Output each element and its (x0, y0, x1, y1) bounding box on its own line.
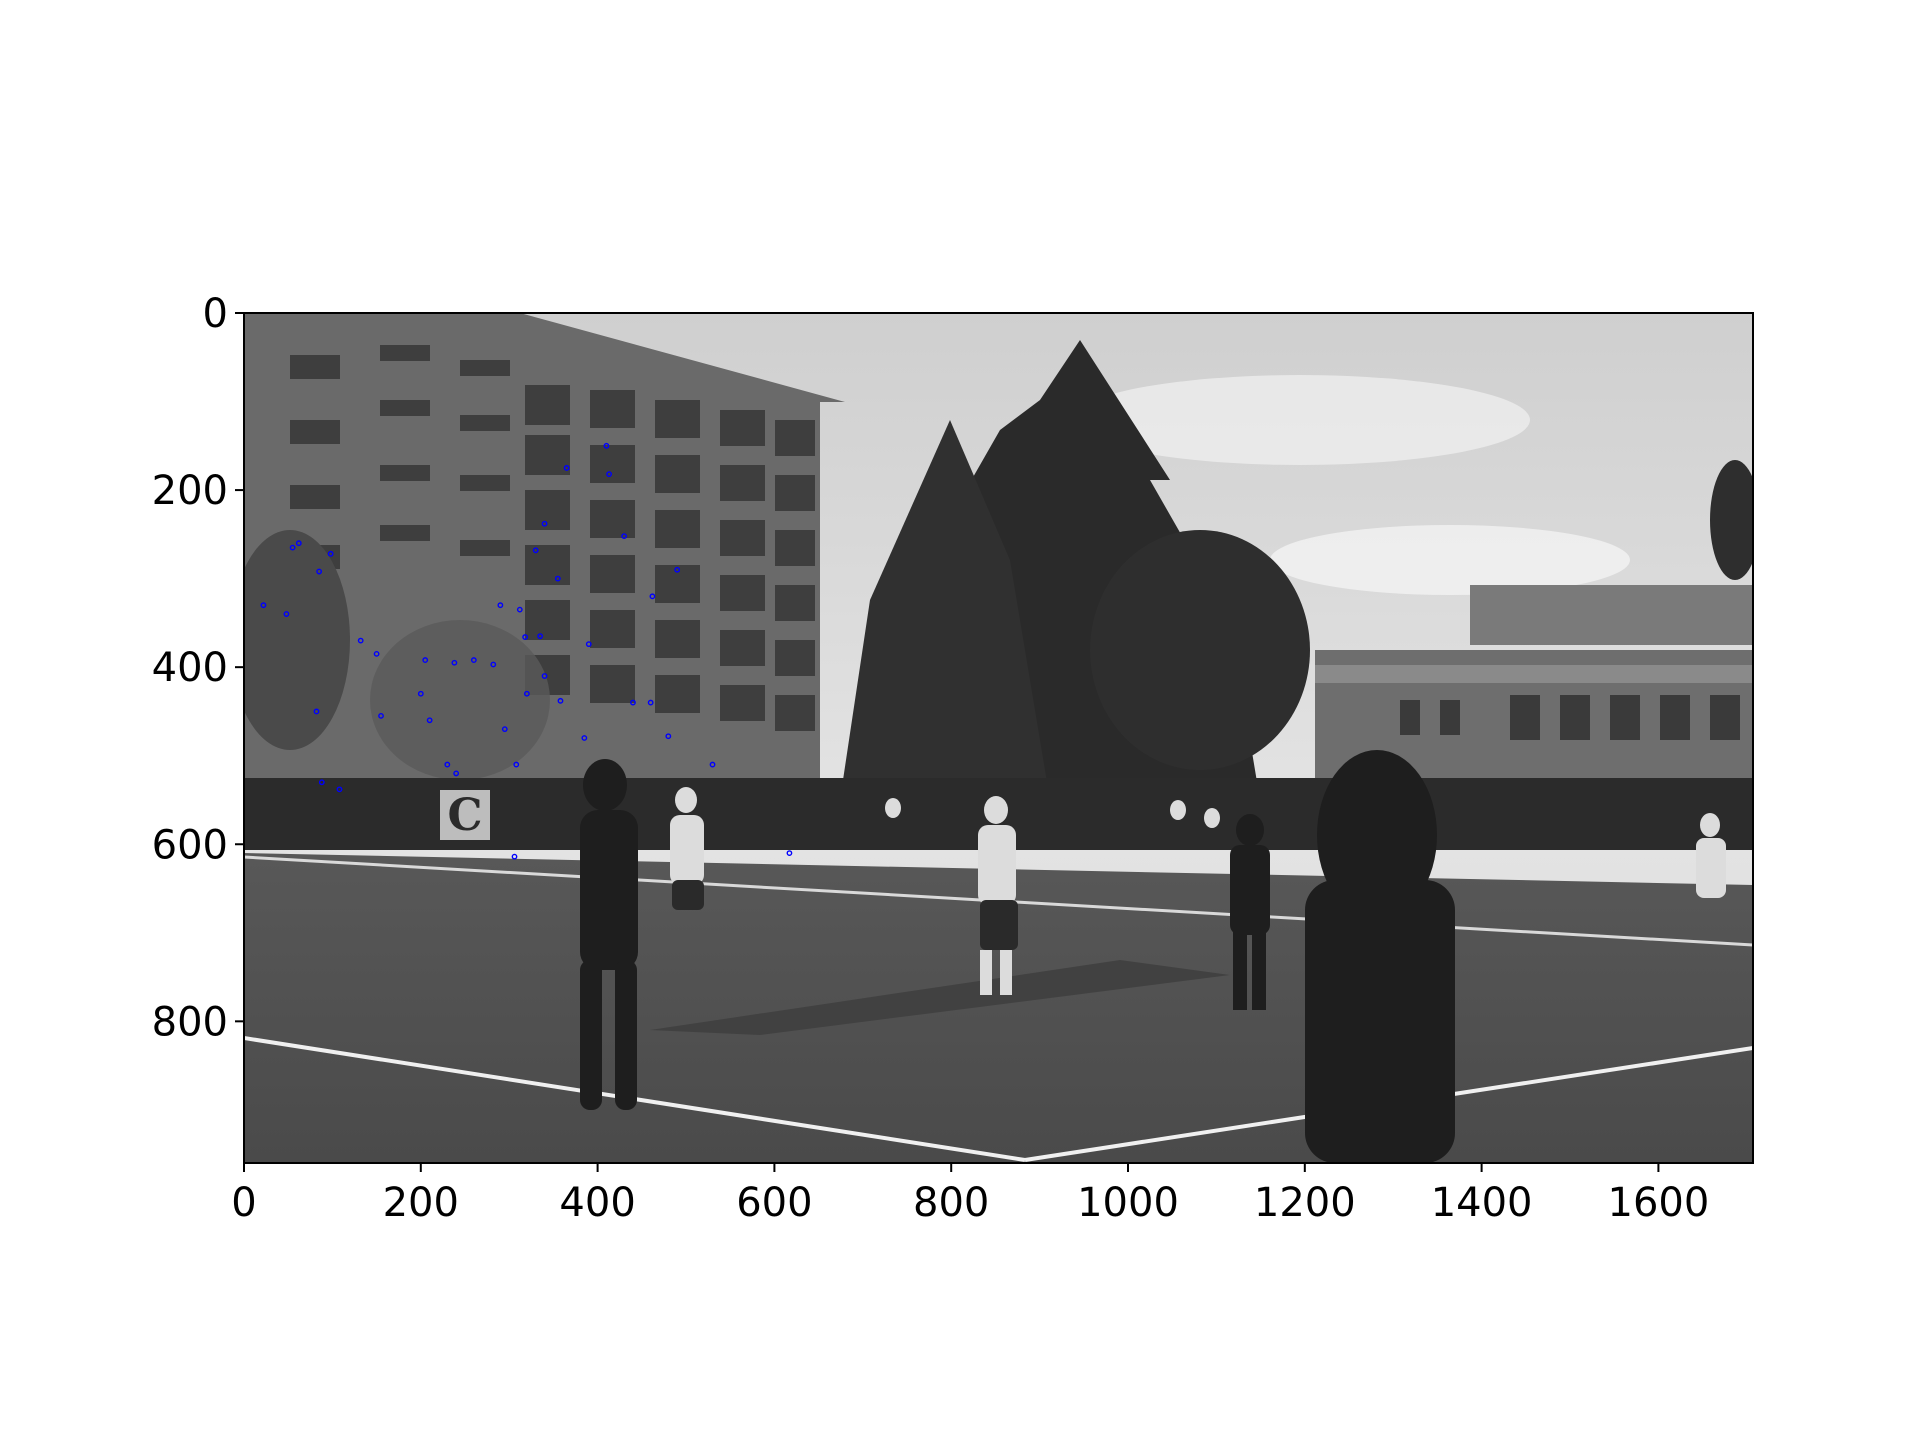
svg-text:C: C (447, 790, 482, 841)
scatter-point (513, 761, 520, 768)
scatter-point (630, 699, 636, 706)
scatter-point (606, 471, 612, 478)
scatter-point (603, 442, 610, 449)
y-tick-label: 600 (152, 822, 228, 868)
x-tick-label: 1600 (1608, 1180, 1710, 1226)
scatter-point (522, 634, 529, 640)
scatter-point (581, 735, 588, 741)
scatter-point (318, 779, 325, 786)
scatter-point (649, 593, 656, 600)
scatter-point (357, 637, 364, 644)
scatter-points (260, 442, 793, 860)
scatter-point (554, 575, 561, 582)
y-tick-label: 800 (152, 999, 228, 1045)
y-axis: 0 200 400 600 800 (152, 291, 244, 1045)
x-axis: 0 200 400 600 800 1000 1200 1400 1600 (231, 1163, 1709, 1226)
background-photo: C (244, 313, 1753, 1163)
scatter-point (501, 726, 508, 733)
x-tick-label: 0 (231, 1180, 256, 1226)
plot-frame (243, 312, 1754, 1164)
scatter-point (665, 733, 672, 740)
scatter-point (289, 544, 296, 551)
scatter-point (585, 641, 592, 648)
x-tick-label: 600 (736, 1180, 812, 1226)
scatter-point (313, 708, 320, 715)
y-tick-label: 200 (152, 468, 228, 514)
scatter-point (378, 712, 384, 719)
scatter-point (523, 690, 530, 697)
scatter-point (295, 540, 302, 547)
scatter-point (260, 602, 267, 609)
scatter-point (426, 717, 433, 724)
scatter-point (786, 850, 793, 857)
scatter-point (373, 650, 380, 657)
y-tick-label: 400 (152, 645, 228, 691)
scatter-point (453, 770, 460, 777)
scatter-point (327, 550, 334, 557)
scatter-point (541, 673, 548, 679)
scatter-point (537, 633, 544, 640)
scatter-point (497, 602, 504, 609)
scatter-point (557, 697, 564, 704)
scatter-point (674, 566, 681, 573)
scatter-point (647, 699, 654, 706)
x-tick-label: 800 (913, 1180, 989, 1226)
scatter-point (336, 786, 343, 793)
scatter-point (532, 547, 539, 554)
x-tick-label: 1400 (1431, 1180, 1533, 1226)
scatter-point (541, 520, 548, 527)
x-tick-label: 1200 (1254, 1180, 1356, 1226)
scatter-point (316, 568, 323, 575)
scatter-point (511, 853, 518, 860)
x-tick-label: 200 (383, 1180, 459, 1226)
scatter-point (563, 465, 570, 471)
scatter-point (516, 606, 523, 613)
scatter-point (709, 761, 716, 768)
scatter-point (417, 690, 424, 697)
y-tick-label: 0 (203, 291, 228, 337)
scatter-point (490, 661, 497, 668)
scatter-point (621, 533, 628, 540)
x-tick-label: 1000 (1077, 1180, 1179, 1226)
scatter-point (451, 659, 458, 666)
scatter-point (422, 657, 429, 663)
scatter-point (283, 611, 290, 617)
x-tick-label: 400 (559, 1180, 635, 1226)
scatter-point (470, 657, 477, 663)
scatter-point (444, 761, 451, 768)
